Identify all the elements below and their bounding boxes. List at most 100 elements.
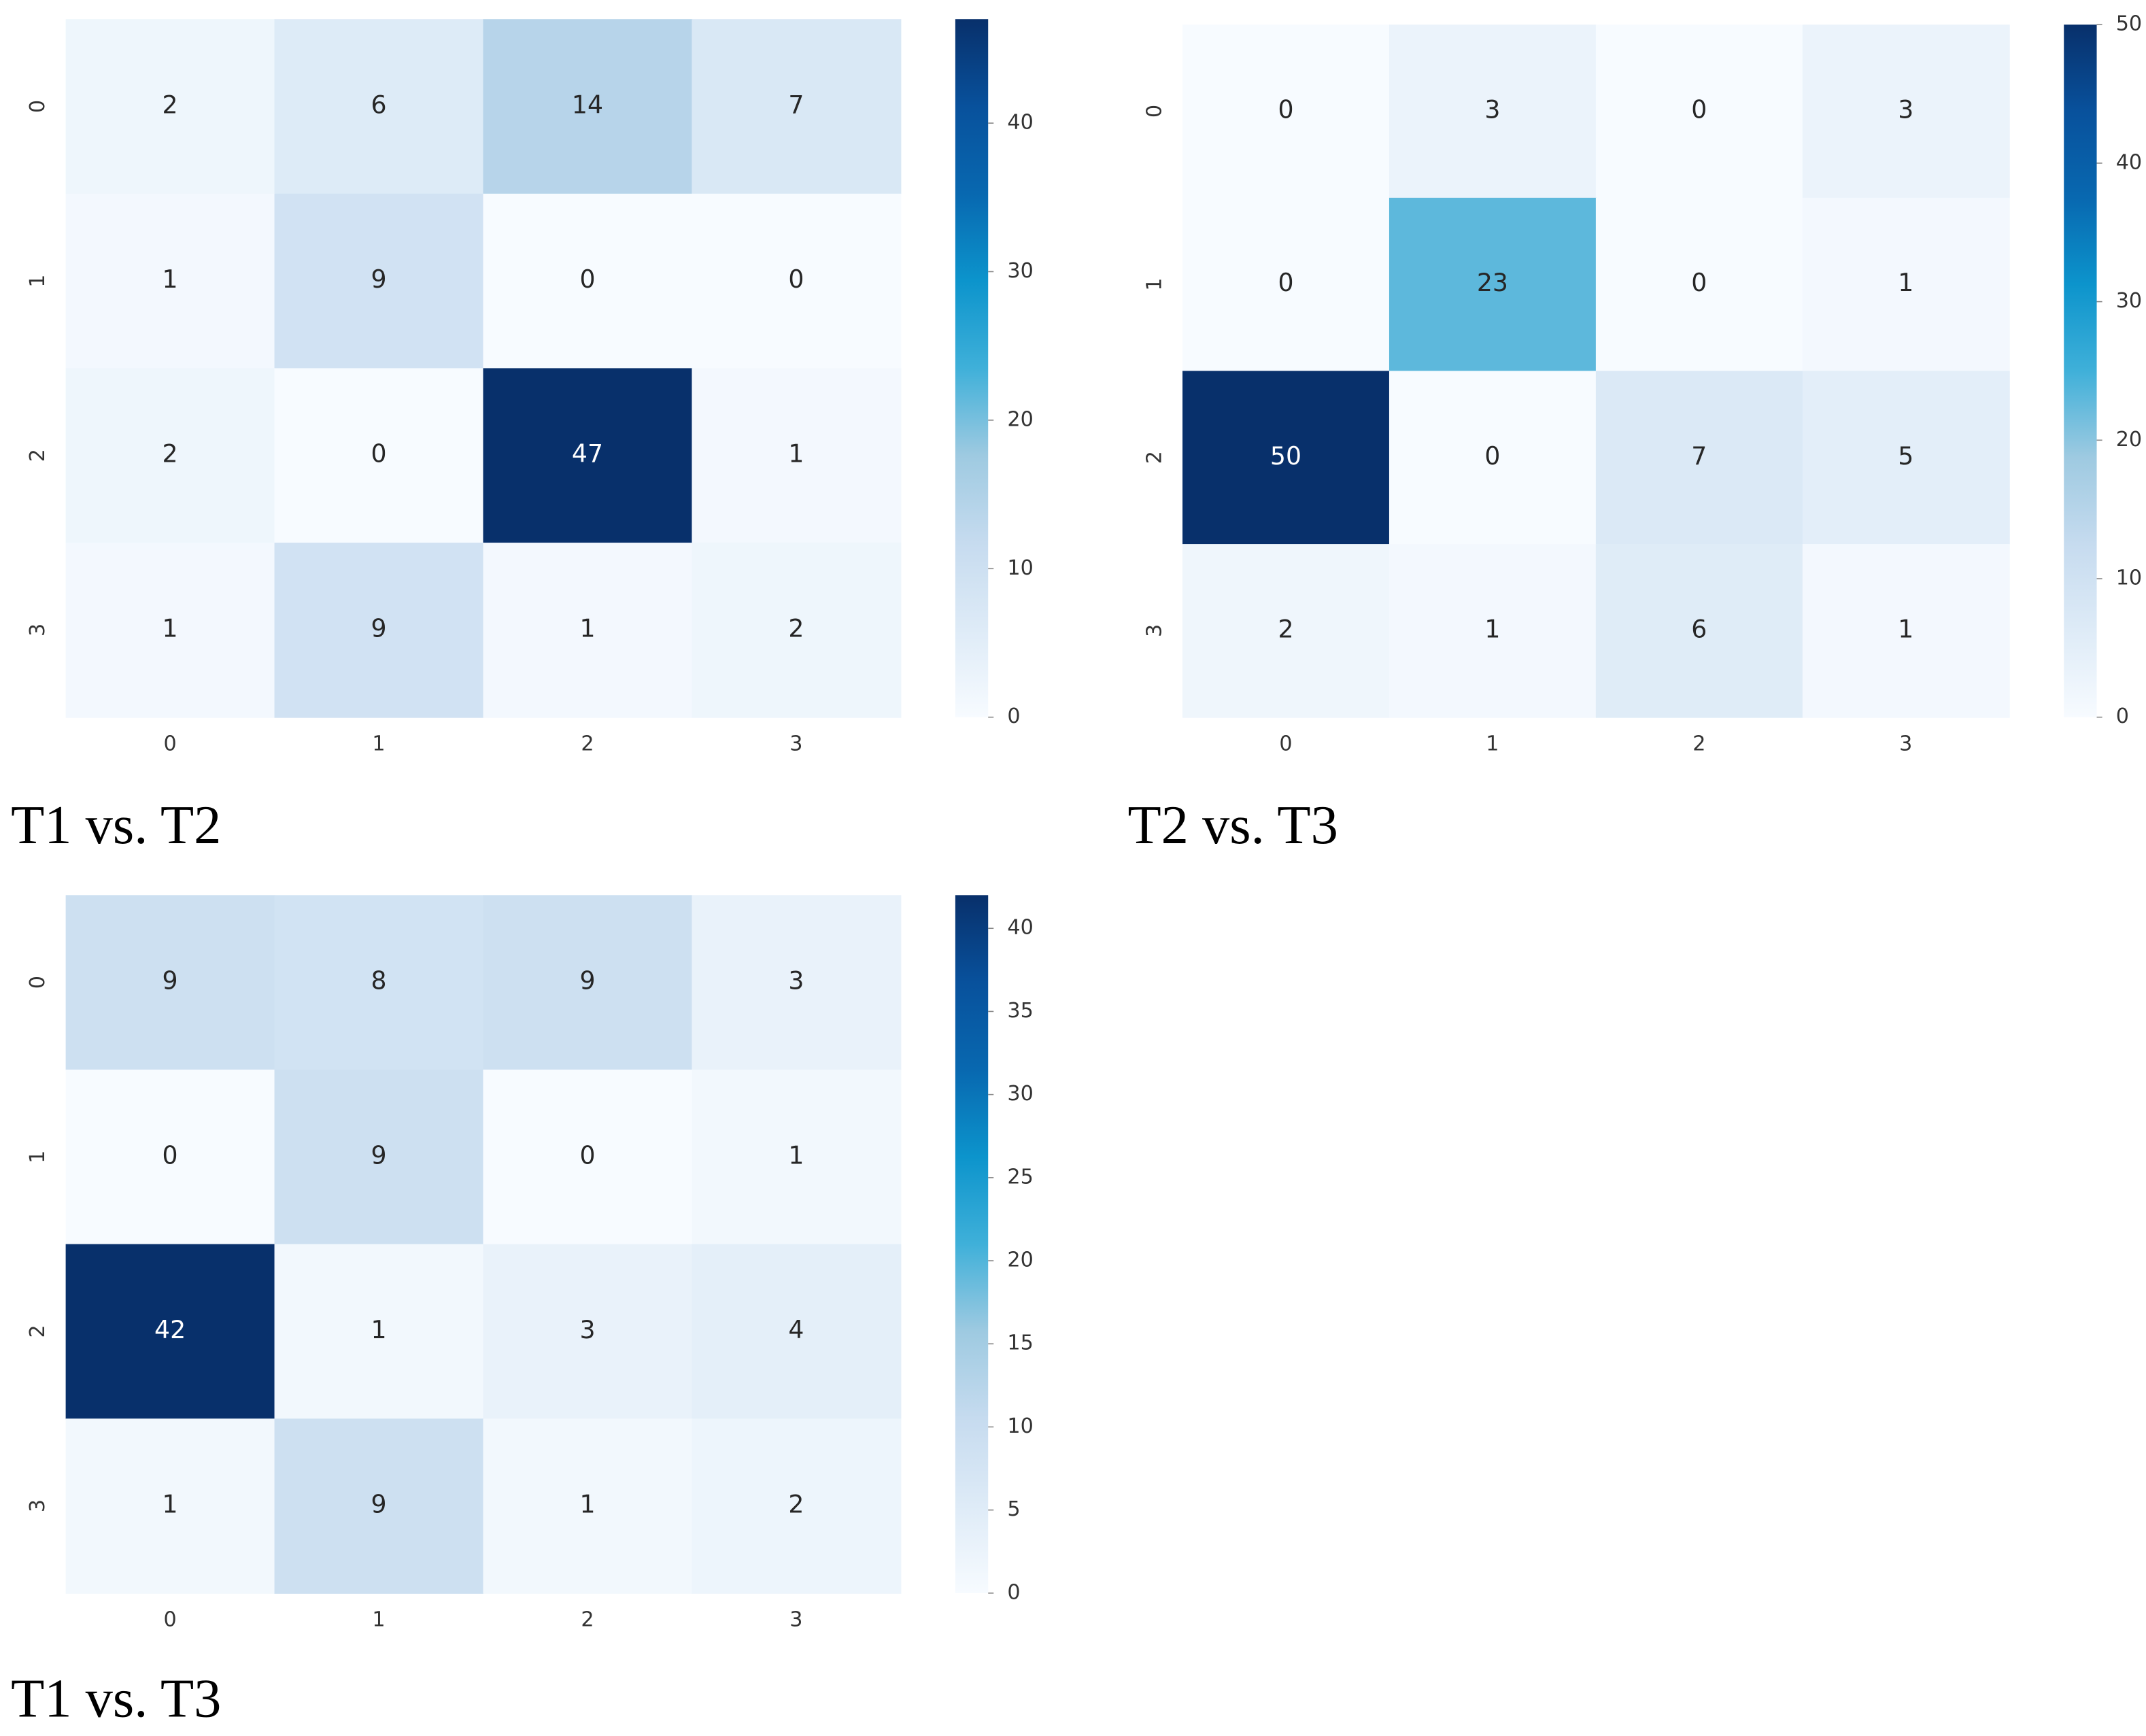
heatmap-cell <box>692 1069 902 1245</box>
heatmap-cell <box>1802 371 2010 545</box>
cell-label: 1 <box>579 613 595 643</box>
heatmap-chart: 9 8 9 30 9 0 142 1 3 41 9 1 20 1 2 30123051015202530354… <box>11 895 1034 1729</box>
cell-label: 5 <box>1898 441 1913 471</box>
x-tick-label: 0 <box>163 1608 176 1632</box>
colorbar-tick-label: 20 <box>1007 407 1033 431</box>
colorbar-tick-label: 30 <box>2116 289 2142 313</box>
colorbar-tick-label: 20 <box>2116 428 2142 452</box>
cell-label: 1 <box>163 265 178 294</box>
cell-label: 3 <box>579 1315 595 1344</box>
cell-label: 1 <box>579 1490 595 1519</box>
x-tick-label: 0 <box>163 732 176 755</box>
heatmap-cell <box>274 1244 484 1420</box>
cell-label: 3 <box>788 966 804 995</box>
cell-label: 3 <box>1898 95 1913 124</box>
cell-label: 1 <box>1898 268 1913 297</box>
cell-label: 9 <box>371 613 387 643</box>
heatmap-cell <box>65 543 275 718</box>
heatmap-cell <box>1389 24 1597 199</box>
heatmap-cell <box>65 895 275 1070</box>
cell-label: 9 <box>371 1140 387 1170</box>
cell-label: 1 <box>788 439 804 469</box>
heatmap-cell <box>65 193 275 369</box>
cell-label: 1 <box>1898 614 1913 643</box>
cell-label: 0 <box>788 265 804 294</box>
y-tick-label: 3 <box>26 624 50 636</box>
heatmap-cell <box>1389 544 1597 718</box>
y-tick-label: 3 <box>1142 624 1166 637</box>
x-tick-label: 3 <box>789 732 802 755</box>
cell-label: 9 <box>371 265 387 294</box>
heatmap-cell <box>483 543 693 718</box>
colorbar-tick-label: 15 <box>1007 1331 1033 1355</box>
cell-label: 0 <box>1278 95 1293 124</box>
heatmap-cell <box>274 1069 484 1245</box>
colorbar-tick-label: 35 <box>1007 999 1033 1023</box>
heatmap-cell <box>274 193 484 369</box>
x-tick-label: 3 <box>789 1608 802 1632</box>
y-tick-label: 0 <box>26 100 50 113</box>
x-tick-label: 1 <box>372 1608 385 1632</box>
x-tick-label: 2 <box>1692 732 1705 755</box>
cell-label: 4 <box>788 1315 804 1344</box>
heatmap-cell <box>483 193 693 369</box>
heatmap-cell <box>65 368 275 544</box>
colorbar-tick-label: 10 <box>2116 566 2142 590</box>
cell-label: 7 <box>788 90 804 120</box>
colorbar-tick-label: 50 <box>2116 12 2142 36</box>
colorbar-tick-label: 10 <box>1007 556 1033 580</box>
colorbar-tick-label: 40 <box>2116 150 2142 174</box>
x-tick-label: 1 <box>1486 732 1499 755</box>
x-tick-label: 2 <box>581 732 594 755</box>
heatmap-cell <box>692 895 902 1070</box>
colorbar-tick-label: 30 <box>1007 259 1033 283</box>
heatmap-chart: 0 3 0 30 23 0 150 0 7 52 1 6 10 1 2 3012301020304050T2 … <box>1128 12 2143 855</box>
heatmap-cell <box>483 1244 693 1420</box>
cell-label: 0 <box>1691 95 1707 124</box>
heatmap-cell <box>1802 24 2010 199</box>
heatmap-cell <box>1595 24 1803 199</box>
heatmap-cell <box>692 368 902 544</box>
heatmap-cell <box>1802 544 2010 718</box>
cell-label: 7 <box>1691 441 1707 471</box>
cell-label: 1 <box>163 613 178 643</box>
cell-label: 14 <box>572 90 603 120</box>
colorbar-tick-label: 20 <box>1007 1248 1033 1272</box>
y-tick-label: 1 <box>26 275 50 288</box>
colorbar-tick-label: 10 <box>1007 1414 1033 1438</box>
cell-label: 6 <box>371 90 387 120</box>
colorbar-tick-label: 0 <box>2116 704 2129 728</box>
cell-label: 9 <box>371 1490 387 1519</box>
chart-title: T1 vs. T2 <box>11 795 221 855</box>
x-tick-label: 0 <box>1279 732 1292 755</box>
heatmap-cell <box>1595 197 1803 372</box>
heatmap-cell <box>65 19 275 194</box>
cell-label: 0 <box>163 1140 178 1170</box>
colorbar <box>2064 24 2097 717</box>
colorbar-tick-label: 5 <box>1007 1497 1020 1521</box>
heatmap-cell <box>1389 197 1597 372</box>
y-tick-label: 2 <box>26 1325 50 1338</box>
heatmap-cell <box>1802 197 2010 372</box>
heatmap-cell <box>483 19 693 194</box>
cell-label: 0 <box>1484 441 1500 471</box>
heatmap-cell <box>1595 544 1803 718</box>
heatmap-cell <box>692 193 902 369</box>
chart-title: T2 vs. T3 <box>1128 795 1338 855</box>
cell-label: 47 <box>572 439 603 469</box>
heatmap-cell <box>692 1244 902 1420</box>
heatmap-cell <box>274 19 484 194</box>
cell-label: 9 <box>163 966 178 995</box>
cell-label: 0 <box>1278 268 1293 297</box>
y-tick-label: 0 <box>26 976 50 989</box>
heatmap-cell <box>1182 24 1390 199</box>
heatmap-cell <box>1389 371 1597 545</box>
colorbar-tick-label: 40 <box>1007 916 1033 940</box>
x-tick-label: 3 <box>1899 732 1912 755</box>
colorbar <box>955 895 989 1593</box>
x-tick-label: 2 <box>581 1608 594 1632</box>
cell-label: 8 <box>371 966 387 995</box>
heatmap-cell <box>692 19 902 194</box>
heatmap-cell <box>274 368 484 544</box>
